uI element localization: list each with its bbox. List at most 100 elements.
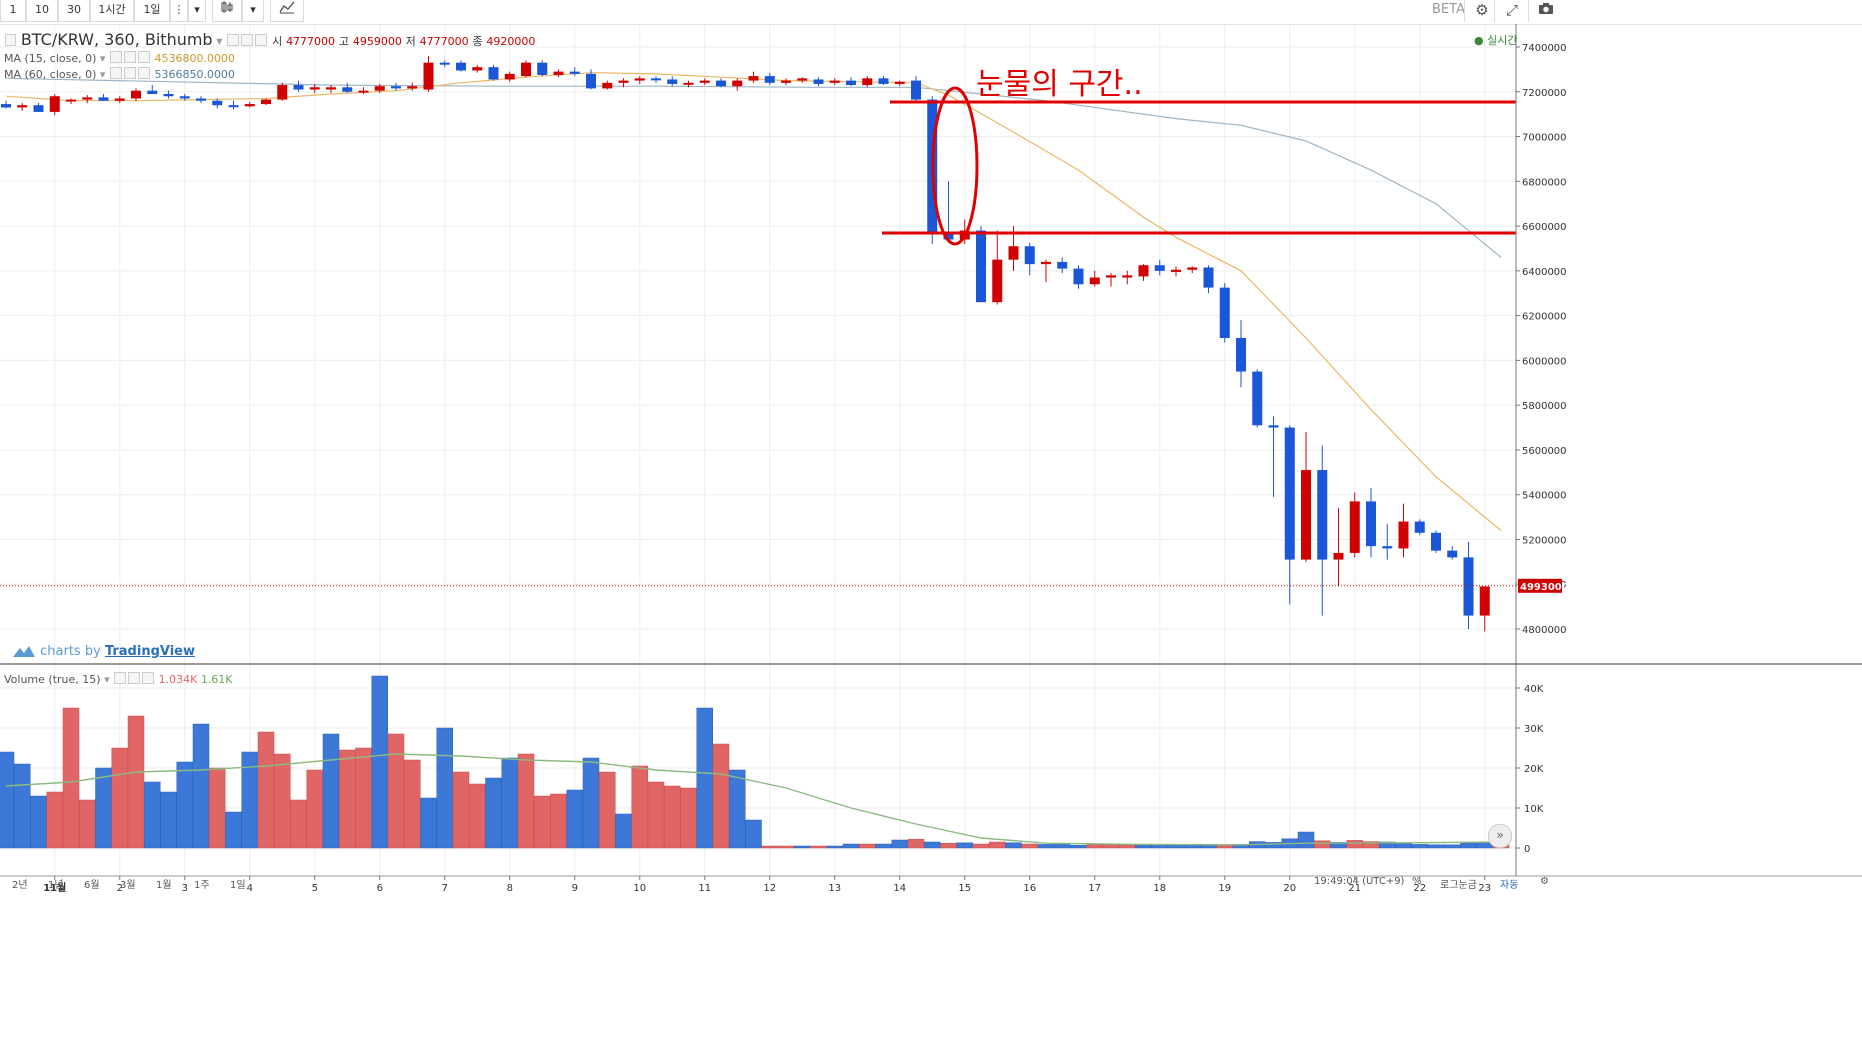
volume-bar bbox=[176, 761, 193, 849]
volume-bar bbox=[387, 733, 405, 849]
interval-1d-button[interactable]: 1일 bbox=[134, 0, 170, 22]
candle-body bbox=[1333, 552, 1344, 560]
candle bbox=[943, 181, 954, 240]
volume-eye-icon[interactable] bbox=[114, 672, 127, 684]
symbol-dropdown-icon[interactable]: ▾ bbox=[216, 34, 223, 48]
legend-eye-icon[interactable] bbox=[227, 34, 240, 46]
candle bbox=[1171, 266, 1181, 277]
volume-bar bbox=[1167, 844, 1185, 849]
open-label: 시 bbox=[272, 35, 283, 48]
time-tick-label: 15 bbox=[958, 883, 971, 894]
auto-scale-toggle[interactable]: 자동 bbox=[1500, 880, 1519, 891]
tradingview-prefix: charts by bbox=[40, 644, 101, 659]
legend-close-icon[interactable] bbox=[255, 34, 268, 46]
tradingview-branding[interactable]: charts by TradingView bbox=[12, 644, 195, 659]
range-1y[interactable]: 1년 bbox=[48, 880, 64, 891]
volume-bar bbox=[664, 785, 681, 849]
gear-icon[interactable]: ⚙ bbox=[1464, 0, 1499, 22]
range-2y[interactable]: 2년 bbox=[12, 880, 28, 891]
percent-toggle[interactable]: % bbox=[1412, 876, 1422, 887]
ma60-legend[interactable]: MA (60, close, 0) ▾ 5366850.0000 bbox=[4, 67, 235, 81]
volume-bar bbox=[469, 783, 486, 849]
tradingview-link[interactable]: TradingView bbox=[104, 644, 195, 659]
indicators-icon[interactable] bbox=[270, 0, 304, 22]
volume-bar bbox=[777, 845, 795, 849]
ma60-settings-icon[interactable] bbox=[123, 67, 136, 79]
legend-settings-icon[interactable] bbox=[241, 34, 254, 46]
camera-icon[interactable] bbox=[1528, 0, 1563, 22]
volume-bar bbox=[1411, 844, 1428, 849]
candle-body bbox=[1349, 501, 1360, 553]
interval-1-button[interactable]: 1 bbox=[0, 0, 26, 22]
candle-body bbox=[1252, 371, 1263, 426]
candle bbox=[699, 78, 710, 86]
range-1m[interactable]: 1월 bbox=[156, 880, 172, 891]
range-6m[interactable]: 6월 bbox=[84, 880, 100, 891]
volume-bar bbox=[1460, 842, 1477, 849]
ma60-dropdown-icon[interactable]: ▾ bbox=[99, 68, 106, 81]
volume-group bbox=[0, 675, 1510, 849]
interval-1h-button[interactable]: 1시간 bbox=[90, 0, 134, 22]
volume-settings-icon[interactable] bbox=[128, 672, 141, 684]
fullscreen-icon[interactable]: ⤢ bbox=[1494, 0, 1529, 22]
volume-bar bbox=[1427, 844, 1445, 849]
candle-body bbox=[1089, 277, 1100, 285]
ma15-close-icon[interactable] bbox=[137, 51, 150, 63]
candle-body bbox=[569, 71, 580, 74]
price-tick-label: 4800000 bbox=[1522, 625, 1567, 636]
time-tick-label: 4 bbox=[247, 883, 253, 894]
collapse-icon[interactable] bbox=[5, 34, 16, 46]
ma15-settings-icon[interactable] bbox=[123, 51, 136, 63]
log-scale-toggle[interactable]: 로그눈금 bbox=[1440, 880, 1477, 891]
volume-bar bbox=[956, 842, 973, 849]
candle-style-icon[interactable] bbox=[212, 0, 242, 22]
candles-group bbox=[1, 55, 1490, 632]
candle bbox=[846, 77, 856, 87]
last-price-label: 4993000 bbox=[1520, 582, 1569, 593]
volume-legend[interactable]: Volume (true, 15) ▾ 1.034K 1.61K bbox=[4, 672, 233, 686]
range-1d[interactable]: 1일 bbox=[230, 880, 246, 891]
symbol-title[interactable]: BTC/KRW, 360, Bithumb bbox=[20, 30, 213, 49]
ma15-legend[interactable]: MA (15, close, 0) ▾ 4536800.0000 bbox=[4, 51, 235, 65]
candle-body bbox=[196, 98, 206, 101]
volume-bar bbox=[420, 797, 437, 849]
candle-body bbox=[228, 105, 239, 108]
volume-close-icon[interactable] bbox=[142, 672, 155, 684]
more-intervals-icon[interactable]: ⋮ bbox=[170, 0, 188, 22]
candle-body bbox=[732, 80, 743, 87]
volume-bar bbox=[1151, 844, 1168, 849]
interval-10-button[interactable]: 10 bbox=[26, 0, 58, 22]
candle bbox=[1203, 265, 1214, 294]
interval-dropdown-icon[interactable]: ▾ bbox=[188, 0, 206, 22]
candle bbox=[147, 85, 158, 95]
price-chart[interactable]: 눈물의 구간.. 4800000500000052000005400000560… bbox=[0, 24, 1862, 1052]
volume-tick-label: 10K bbox=[1524, 804, 1544, 815]
ma15-eye-icon[interactable] bbox=[109, 51, 122, 63]
range-1w[interactable]: 1주 bbox=[194, 880, 210, 891]
candle bbox=[1154, 259, 1165, 276]
volume-bar bbox=[810, 845, 827, 849]
volume-bar bbox=[1037, 844, 1055, 849]
candle bbox=[878, 76, 889, 86]
ma60-line bbox=[5, 77, 1502, 258]
volume-bar bbox=[1297, 831, 1315, 849]
volume-bar bbox=[371, 675, 388, 849]
scroll-to-end-icon[interactable]: » bbox=[1488, 824, 1512, 848]
chart-style-dropdown-icon[interactable]: ▾ bbox=[242, 0, 264, 22]
interval-30-button[interactable]: 30 bbox=[58, 0, 90, 22]
range-3m[interactable]: 3월 bbox=[120, 880, 136, 891]
volume-bar bbox=[615, 813, 632, 849]
candle-body bbox=[131, 90, 141, 99]
volume-dropdown-icon[interactable]: ▾ bbox=[104, 673, 110, 686]
candle-body bbox=[618, 80, 629, 83]
volume-bar bbox=[534, 795, 551, 849]
candle bbox=[456, 60, 466, 72]
candle-body bbox=[277, 85, 288, 100]
ma15-dropdown-icon[interactable]: ▾ bbox=[99, 52, 106, 65]
volume-bar bbox=[306, 769, 323, 849]
ma60-eye-icon[interactable] bbox=[109, 67, 122, 79]
volume-bar bbox=[14, 763, 31, 849]
ma60-close-icon[interactable] bbox=[137, 67, 150, 79]
open-value: 4777000 bbox=[286, 35, 336, 48]
settings-small-icon[interactable]: ⚙ bbox=[1540, 876, 1549, 887]
